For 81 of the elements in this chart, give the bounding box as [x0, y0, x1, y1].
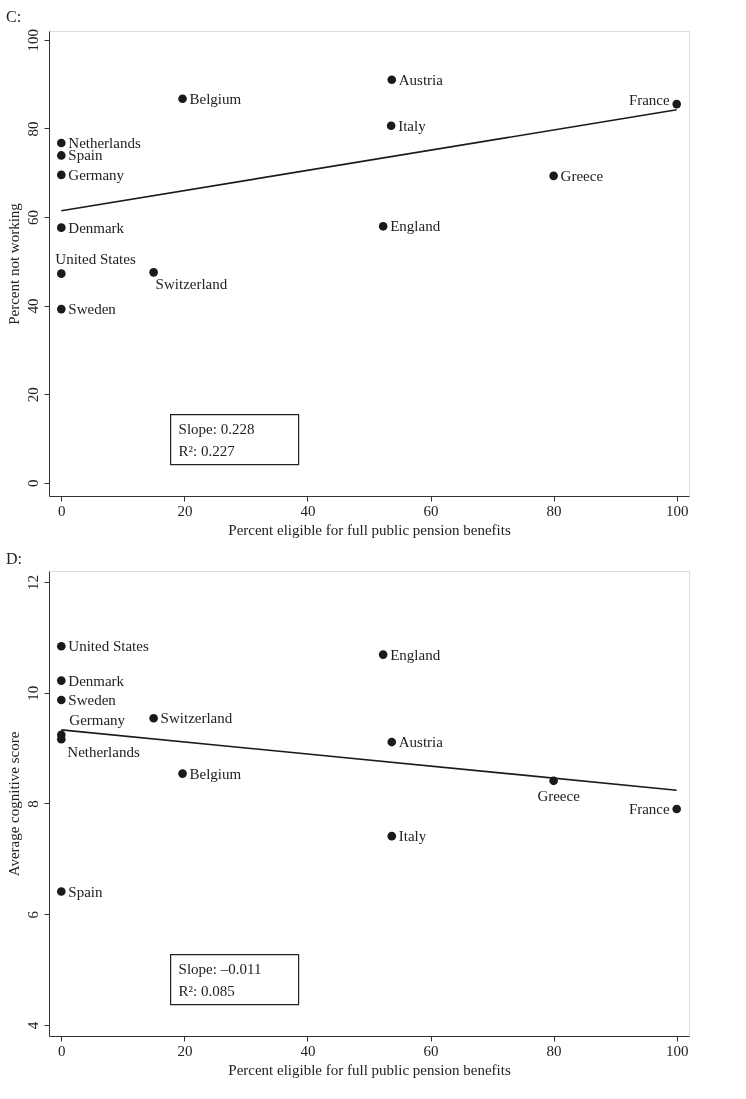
y-tick-label: 8 [24, 800, 41, 808]
data-label: Italy [398, 117, 427, 134]
annotation: Slope: –0.011 [178, 960, 262, 977]
point [178, 94, 187, 104]
point [672, 804, 682, 814]
point [178, 769, 187, 778]
data-label: Germany [68, 166, 125, 183]
x-tick-label: 20 [177, 502, 193, 519]
data-label: Sweden [68, 301, 117, 318]
point [56, 641, 66, 651]
point [56, 676, 66, 685]
y-axis-title: Percent not working [5, 202, 22, 325]
data-label: Italy [398, 828, 427, 845]
x-tick-label: 0 [58, 1042, 66, 1059]
point [56, 138, 66, 148]
x-tick-label: 40 [300, 1042, 316, 1059]
data-label: United States [55, 250, 136, 267]
data-label: Netherlands [67, 744, 140, 761]
data-label: Spain [68, 883, 103, 900]
data-label: Switzerland [155, 276, 228, 293]
x-tick-label: 80 [546, 502, 562, 519]
y-tick-label: 12 [24, 575, 41, 591]
point [56, 887, 66, 896]
x-tick-label: 60 [423, 502, 439, 519]
point [149, 268, 158, 277]
point [378, 221, 388, 231]
annotation: R²: 0.227 [178, 442, 236, 459]
data-label: England [390, 218, 441, 235]
y-tick-label: 0 [24, 479, 41, 487]
point [387, 831, 397, 841]
y-tick-label: 20 [24, 387, 41, 403]
point [387, 75, 397, 85]
data-label: Denmark [68, 219, 125, 236]
y-tick-label: 80 [24, 121, 41, 137]
point [56, 151, 66, 160]
data-label: Switzerland [160, 710, 233, 727]
point [56, 304, 66, 314]
x-axis-title: Percent eligible for full public pension benefits [228, 1061, 511, 1078]
point [56, 170, 66, 180]
x-tick-label: 100 [665, 1042, 689, 1059]
y-tick-label: 100 [24, 29, 41, 52]
x-tick-label: 80 [546, 1042, 562, 1059]
data-label: Greece [560, 167, 604, 184]
y-tick-label: 60 [24, 210, 41, 225]
data-label: Greece [537, 787, 581, 804]
data-label: France [628, 92, 671, 109]
data-label: Spain [68, 147, 103, 164]
y-tick-label: 6 [24, 910, 41, 919]
y-axis-title: Average cognitive score [5, 731, 22, 877]
point [56, 695, 66, 705]
annotation: Slope: 0.228 [178, 420, 255, 437]
y-tick-label: 40 [24, 298, 41, 314]
point [378, 650, 388, 659]
data-label: Austria [398, 734, 444, 751]
data-label: Belgium [189, 765, 242, 782]
annotation: R²: 0.085 [178, 982, 235, 999]
data-label: Denmark [68, 672, 125, 689]
x-tick-label: 40 [300, 502, 316, 519]
point [56, 223, 66, 232]
data-label: United States [68, 638, 149, 655]
x-tick-label: 0 [58, 502, 66, 519]
x-tick-label: 20 [177, 1042, 193, 1059]
data-label: England [390, 646, 441, 663]
data-label: Austria [398, 71, 444, 88]
point [56, 269, 66, 279]
point [386, 121, 396, 131]
x-axis-title: Percent eligible for full public pension benefits [228, 521, 511, 538]
data-label: Belgium [189, 90, 242, 107]
point [149, 713, 158, 723]
chart-title: D: [6, 550, 22, 567]
y-tick-label: 10 [24, 685, 41, 701]
data-label: Sweden [68, 691, 117, 708]
x-tick-label: 100 [665, 502, 689, 519]
point [672, 99, 682, 109]
point [549, 171, 558, 181]
data-label: France [628, 801, 671, 818]
chart-title: C: [6, 7, 22, 25]
data-label: Germany [69, 711, 126, 728]
x-tick-label: 60 [423, 1042, 439, 1059]
point [387, 737, 397, 747]
y-tick-label: 4 [24, 1021, 41, 1030]
